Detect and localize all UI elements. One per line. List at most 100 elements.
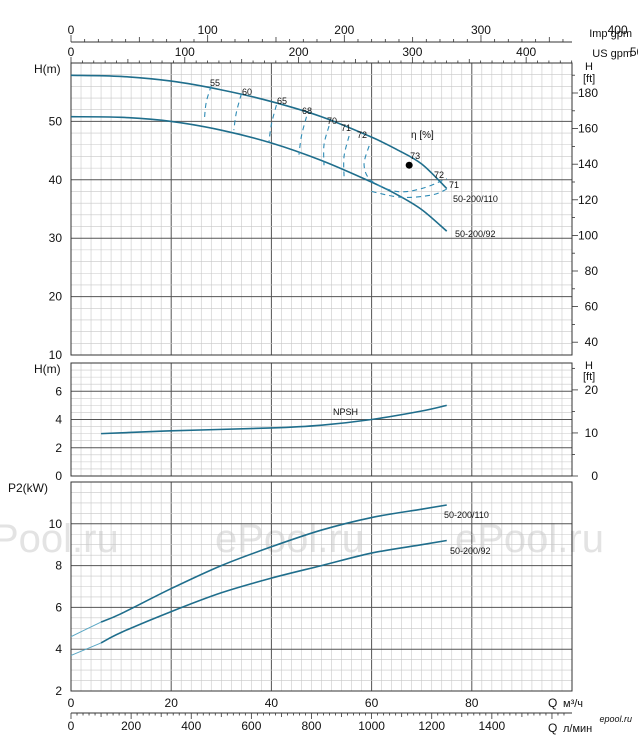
y-tick-label: 10 xyxy=(49,517,63,531)
y-tick-label: 30 xyxy=(49,231,63,245)
efficiency-curve-71 xyxy=(343,135,350,177)
x-axis-unit: м³/ч xyxy=(563,698,583,710)
y-tick-label: 10 xyxy=(49,348,63,362)
lpm-tick-label: 1000 xyxy=(358,719,385,733)
efficiency-label: 71 xyxy=(449,180,459,190)
watermark-text: Pool.ru xyxy=(0,517,119,561)
y-tick-label: 40 xyxy=(49,173,63,187)
efficiency-label: 60 xyxy=(242,87,252,97)
npsh-curve xyxy=(101,404,447,435)
x-tick-label: 60 xyxy=(365,696,379,710)
head-curve-50-200/92 xyxy=(70,115,448,232)
y-tick-label: 8 xyxy=(55,559,62,573)
imp-gpm-tick-label: 100 xyxy=(198,23,218,37)
x-tick-label: 0 xyxy=(68,696,75,710)
us-gpm-axis-label: US gpm xyxy=(592,48,632,60)
y-tick-label: 6 xyxy=(55,384,62,398)
efficiency-curve-71 xyxy=(371,188,447,198)
x-axis-label: Q xyxy=(548,696,557,710)
x-tick-label: 80 xyxy=(465,696,479,710)
y-axis-label: H(m) xyxy=(34,62,61,76)
right-axis-unit: [ft] xyxy=(583,371,595,383)
imp-gpm-tick-label: 400 xyxy=(608,23,628,37)
us-gpm-tick-label: 400 xyxy=(516,45,536,59)
y-tick-label: 4 xyxy=(55,413,62,427)
right-tick-label: 80 xyxy=(585,264,599,278)
watermark-text: ePool.ru xyxy=(215,517,364,561)
efficiency-curve-72 xyxy=(363,145,447,193)
x-tick-label: 20 xyxy=(165,696,179,710)
imp-gpm-axis-label: Imp gpm xyxy=(589,28,632,40)
lpm-tick-label: 600 xyxy=(241,719,261,733)
right-tick-label: 140 xyxy=(578,157,598,171)
efficiency-label: 72 xyxy=(357,130,367,140)
right-tick-label: 160 xyxy=(578,122,598,136)
imp-gpm-tick-label: 200 xyxy=(334,23,354,37)
y-axis-label: H(m) xyxy=(34,362,61,376)
right-tick-label: 120 xyxy=(578,193,598,207)
panel-grid xyxy=(70,481,573,692)
y-tick-label: 2 xyxy=(55,441,62,455)
head-curve-label: 50-200/110 xyxy=(453,194,498,204)
y-tick-label: 50 xyxy=(49,114,63,128)
efficiency-label: 65 xyxy=(277,96,287,106)
epool-logo: epool.ru xyxy=(599,714,632,724)
x-tick-label: 40 xyxy=(265,696,279,710)
right-tick-label: 100 xyxy=(578,228,598,242)
lpm-axis-unit: л/мин xyxy=(563,723,592,735)
power-curve-50-200/110 xyxy=(100,504,447,623)
y-tick-label: 0 xyxy=(55,469,62,483)
y-tick-label: 2 xyxy=(55,684,62,698)
efficiency-label: 55 xyxy=(210,78,220,88)
imp-gpm-tick-label: 0 xyxy=(68,23,75,37)
best-efficiency-label: 73 xyxy=(410,151,420,161)
y-tick-label: 20 xyxy=(49,290,63,304)
right-tick-label: 60 xyxy=(585,300,599,314)
efficiency-label: 71 xyxy=(341,123,351,133)
panel-grid xyxy=(70,62,573,356)
efficiency-curve-60 xyxy=(233,93,242,131)
watermark-text: ePool.ru xyxy=(455,517,604,561)
imp-gpm-tick-label: 300 xyxy=(471,23,491,37)
lpm-tick-label: 200 xyxy=(121,719,141,733)
right-axis-label: H xyxy=(585,61,593,73)
lpm-tick-label: 800 xyxy=(301,719,321,733)
right-tick-label: 180 xyxy=(578,86,598,100)
efficiency-curve-65 xyxy=(268,104,277,143)
efficiency-label: 72 xyxy=(434,170,444,180)
y-axis-label: P2(kW) xyxy=(8,481,48,495)
head-curve-label: 50-200/92 xyxy=(455,229,496,239)
y-tick-label: 4 xyxy=(55,642,62,656)
right-tick-label: 40 xyxy=(585,335,599,349)
panel-frame xyxy=(70,481,573,692)
us-gpm-tick-label: 200 xyxy=(289,45,309,59)
power-curve-50-200/92 xyxy=(100,539,447,644)
us-gpm-tick-label: 300 xyxy=(402,45,422,59)
lpm-tick-label: 400 xyxy=(181,719,201,733)
lpm-tick-label: 1200 xyxy=(418,719,445,733)
right-tick-label: 0 xyxy=(591,469,598,483)
efficiency-label: 70 xyxy=(327,116,337,126)
efficiency-axis-label: η [%] xyxy=(411,130,434,141)
right-tick-label: 10 xyxy=(585,426,599,440)
efficiency-curve-68 xyxy=(298,116,308,155)
efficiency-curve-55 xyxy=(203,85,212,121)
lpm-tick-label: 0 xyxy=(68,719,75,733)
power-curve-label: 50-200/92 xyxy=(450,546,491,556)
power-curve-leadin xyxy=(70,621,102,638)
npsh-curve-label: NPSH xyxy=(333,407,358,417)
power-curve-leadin xyxy=(70,642,102,656)
right-axis-unit: [ft] xyxy=(583,73,595,85)
efficiency-curve-70 xyxy=(323,125,330,166)
y-tick-label: 6 xyxy=(55,600,62,614)
right-tick-label: 20 xyxy=(585,383,599,397)
efficiency-label: 68 xyxy=(302,106,312,116)
power-curve-label: 50-200/110 xyxy=(444,510,489,520)
right-axis-label: H xyxy=(585,360,593,372)
head-curve-50-200/110 xyxy=(70,74,448,190)
us-gpm-tick-label: 500 xyxy=(630,45,638,59)
us-gpm-tick-label: 0 xyxy=(68,45,75,59)
best-efficiency-point xyxy=(405,161,413,169)
panel-grid xyxy=(70,362,573,477)
